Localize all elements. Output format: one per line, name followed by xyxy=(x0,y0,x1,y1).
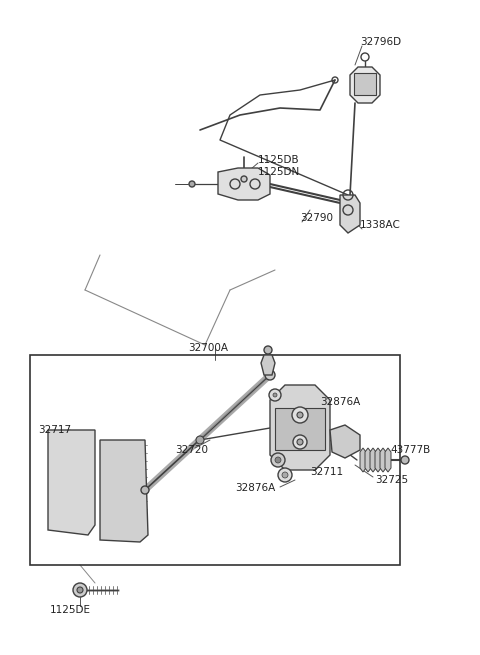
Circle shape xyxy=(73,583,87,597)
Circle shape xyxy=(293,435,307,449)
Polygon shape xyxy=(330,425,360,458)
Circle shape xyxy=(401,456,409,464)
Polygon shape xyxy=(375,448,381,472)
Text: 32876A: 32876A xyxy=(235,483,275,493)
Text: 32720: 32720 xyxy=(175,445,208,455)
Polygon shape xyxy=(48,430,95,535)
Text: 1125DB: 1125DB xyxy=(258,155,300,165)
Circle shape xyxy=(292,407,308,423)
Text: 32717: 32717 xyxy=(38,425,71,435)
Polygon shape xyxy=(370,448,376,472)
Polygon shape xyxy=(261,355,275,375)
Polygon shape xyxy=(340,195,360,233)
Circle shape xyxy=(273,393,277,397)
Text: 32796D: 32796D xyxy=(360,37,401,47)
Polygon shape xyxy=(385,448,391,472)
Polygon shape xyxy=(275,408,325,450)
Polygon shape xyxy=(270,385,330,470)
Text: 1338AC: 1338AC xyxy=(360,220,401,230)
Polygon shape xyxy=(360,448,366,472)
Circle shape xyxy=(241,176,247,182)
Text: 43777B: 43777B xyxy=(390,445,430,455)
Circle shape xyxy=(297,412,303,418)
Circle shape xyxy=(297,439,303,445)
Circle shape xyxy=(77,587,83,593)
Circle shape xyxy=(282,472,288,478)
Circle shape xyxy=(271,453,285,467)
Polygon shape xyxy=(350,67,380,103)
Text: 32876A: 32876A xyxy=(320,397,360,407)
Polygon shape xyxy=(218,168,270,200)
Text: 32790: 32790 xyxy=(300,213,333,223)
Circle shape xyxy=(278,468,292,482)
Text: 1125DN: 1125DN xyxy=(258,167,300,177)
Text: 32725: 32725 xyxy=(375,475,408,485)
Text: 32700A: 32700A xyxy=(188,343,228,353)
Circle shape xyxy=(141,486,149,494)
Circle shape xyxy=(269,389,281,401)
Polygon shape xyxy=(380,448,386,472)
Circle shape xyxy=(189,181,195,187)
Text: 1125DE: 1125DE xyxy=(50,605,91,615)
Bar xyxy=(354,73,376,95)
Circle shape xyxy=(265,370,275,380)
Circle shape xyxy=(264,346,272,354)
Circle shape xyxy=(196,436,204,444)
Bar xyxy=(30,355,400,565)
Text: 32711: 32711 xyxy=(310,467,343,477)
Circle shape xyxy=(275,457,281,463)
Polygon shape xyxy=(100,440,148,542)
Polygon shape xyxy=(365,448,371,472)
